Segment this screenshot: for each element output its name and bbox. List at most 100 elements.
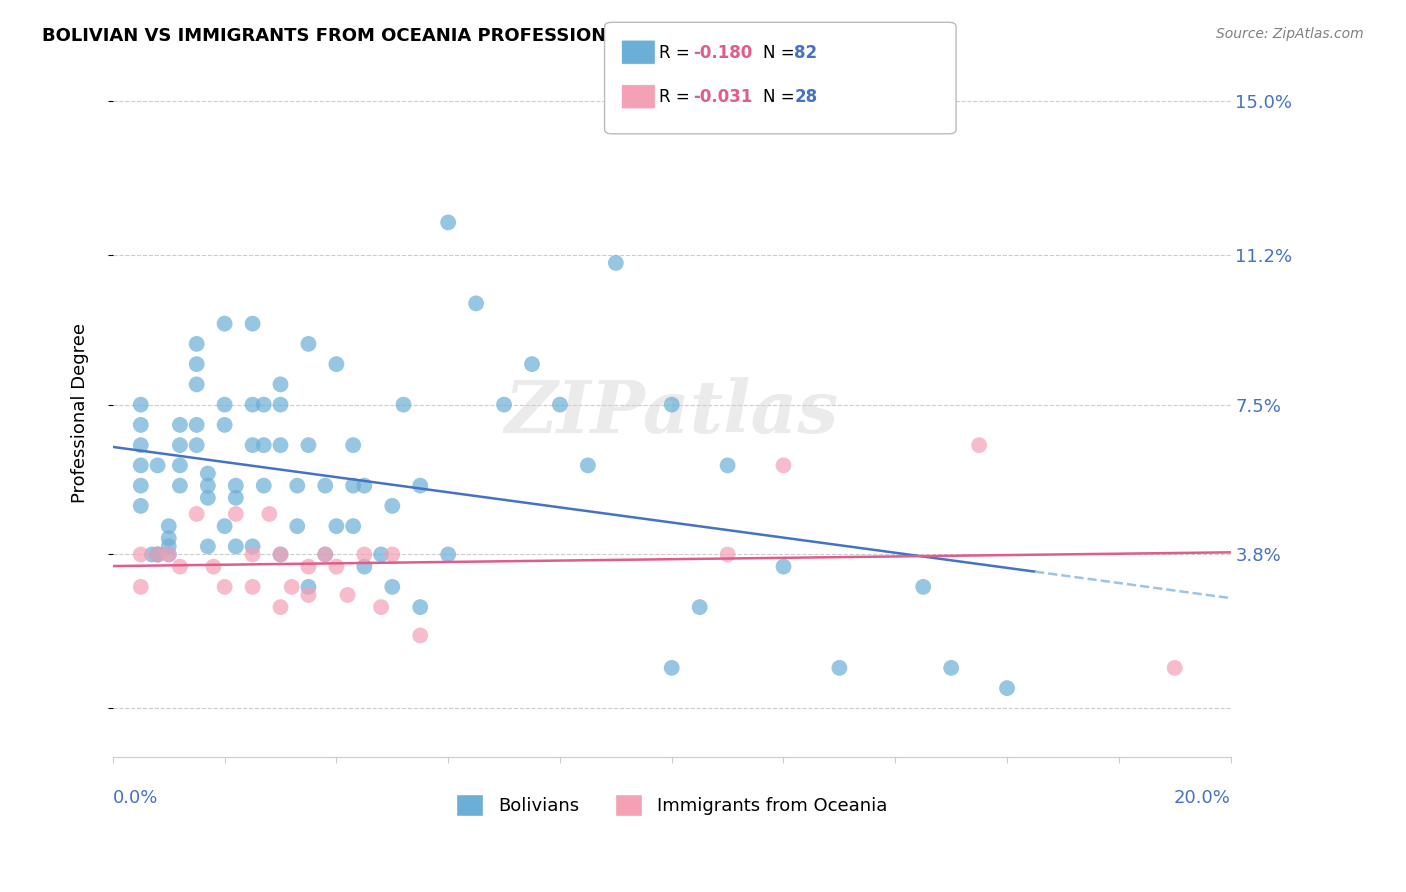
Point xyxy=(169,559,191,574)
Point xyxy=(661,661,683,675)
Point xyxy=(157,548,180,562)
Point xyxy=(370,548,392,562)
Point xyxy=(437,548,460,562)
Point xyxy=(186,417,208,432)
Point xyxy=(141,548,163,562)
Point xyxy=(314,548,336,562)
Point xyxy=(995,681,1018,695)
Text: R =: R = xyxy=(659,44,690,62)
Point xyxy=(242,398,264,412)
Point xyxy=(129,438,152,452)
Point xyxy=(157,540,180,554)
Point xyxy=(169,417,191,432)
Point xyxy=(225,478,247,492)
Point xyxy=(146,458,169,473)
Point xyxy=(253,478,276,492)
Point xyxy=(214,417,236,432)
Point xyxy=(939,661,962,675)
Point xyxy=(689,600,711,615)
Point xyxy=(202,559,225,574)
Point xyxy=(381,499,404,513)
Point xyxy=(392,398,415,412)
Point xyxy=(146,548,169,562)
Point xyxy=(129,398,152,412)
Text: Source: ZipAtlas.com: Source: ZipAtlas.com xyxy=(1216,27,1364,41)
Point xyxy=(353,548,375,562)
Point xyxy=(342,438,364,452)
Point xyxy=(297,337,319,351)
Point xyxy=(548,398,571,412)
Point xyxy=(253,398,276,412)
Point xyxy=(325,519,347,533)
Point xyxy=(129,478,152,492)
Point xyxy=(225,507,247,521)
Legend: Bolivians, Immigrants from Oceania: Bolivians, Immigrants from Oceania xyxy=(449,787,894,823)
Point xyxy=(270,377,292,392)
Point xyxy=(214,398,236,412)
Text: -0.180: -0.180 xyxy=(693,44,752,62)
Point xyxy=(197,467,219,481)
Point xyxy=(285,478,308,492)
Point xyxy=(325,559,347,574)
Point xyxy=(270,548,292,562)
Point xyxy=(717,548,740,562)
Text: 82: 82 xyxy=(794,44,817,62)
Text: N =: N = xyxy=(763,44,794,62)
Text: -0.031: -0.031 xyxy=(693,88,752,106)
Point xyxy=(129,458,152,473)
Point xyxy=(717,458,740,473)
Point xyxy=(225,540,247,554)
Point xyxy=(370,600,392,615)
Point xyxy=(409,478,432,492)
Point xyxy=(285,519,308,533)
Point xyxy=(314,548,336,562)
Point xyxy=(353,478,375,492)
Point xyxy=(494,398,516,412)
Point xyxy=(409,600,432,615)
Point xyxy=(186,377,208,392)
Point xyxy=(336,588,359,602)
Point xyxy=(576,458,599,473)
Point xyxy=(129,548,152,562)
Point xyxy=(297,438,319,452)
Point xyxy=(342,478,364,492)
Point xyxy=(169,458,191,473)
Point xyxy=(214,519,236,533)
Point xyxy=(520,357,543,371)
Point xyxy=(314,478,336,492)
Point xyxy=(297,559,319,574)
Text: BOLIVIAN VS IMMIGRANTS FROM OCEANIA PROFESSIONAL DEGREE CORRELATION CHART: BOLIVIAN VS IMMIGRANTS FROM OCEANIA PROF… xyxy=(42,27,939,45)
Text: N =: N = xyxy=(763,88,794,106)
Point xyxy=(342,519,364,533)
Point xyxy=(186,337,208,351)
Point xyxy=(967,438,990,452)
Point xyxy=(381,548,404,562)
Y-axis label: Professional Degree: Professional Degree xyxy=(72,323,89,503)
Point xyxy=(409,628,432,642)
Point xyxy=(197,478,219,492)
Point xyxy=(253,438,276,452)
Point xyxy=(1163,661,1185,675)
Point xyxy=(605,256,627,270)
Point xyxy=(197,540,219,554)
Point xyxy=(270,548,292,562)
Point xyxy=(325,357,347,371)
Point xyxy=(214,317,236,331)
Point xyxy=(270,438,292,452)
Point xyxy=(661,398,683,412)
Point xyxy=(225,491,247,505)
Point xyxy=(146,548,169,562)
Point xyxy=(297,588,319,602)
Text: 20.0%: 20.0% xyxy=(1174,789,1230,807)
Text: 0.0%: 0.0% xyxy=(112,789,159,807)
Point xyxy=(242,580,264,594)
Point xyxy=(129,580,152,594)
Point xyxy=(197,491,219,505)
Point xyxy=(169,438,191,452)
Point xyxy=(157,519,180,533)
Point xyxy=(169,478,191,492)
Text: R =: R = xyxy=(659,88,690,106)
Point xyxy=(157,531,180,545)
Point xyxy=(270,600,292,615)
Point xyxy=(772,559,794,574)
